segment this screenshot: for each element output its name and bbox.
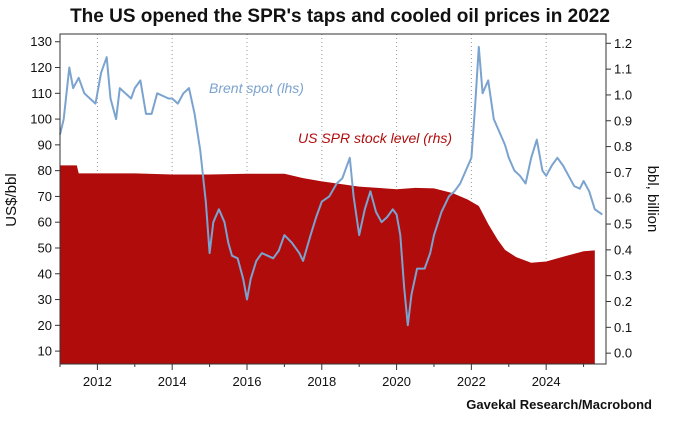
y-left-tick-label-40: 40: [38, 266, 52, 281]
y-right-tick-label-4: 0.4: [614, 242, 632, 257]
spr-annotation: US SPR stock level (rhs): [298, 130, 452, 146]
y-axis-right: 0.0 0.1 0.2 0.3 0.4 0.5 0.6 0.7 0.8 0.9 1.0 1.1 1.2: [606, 36, 632, 361]
y-right-tick-label-6: 0.6: [614, 191, 632, 206]
y-right-tick-label-1: 0.1: [614, 320, 632, 335]
y-left-tick-label-100: 100: [30, 112, 52, 127]
y-left-tick-label-110: 110: [31, 86, 52, 101]
x-tick-label-2016: 2016: [233, 374, 262, 389]
y-left-tick-label-70: 70: [38, 189, 52, 204]
spr-series: [60, 165, 595, 364]
brent-line: [59, 45, 603, 327]
y-left-tick-label-10: 10: [38, 344, 52, 359]
y-left-tick-label-20: 20: [38, 318, 52, 333]
y-right-tick-label-0: 0.0: [614, 346, 632, 361]
brent-annotation: Brent spot (lhs): [209, 80, 304, 96]
y-axis-left-label: US$/bbl: [3, 173, 20, 226]
y-right-tick-label-8: 0.8: [614, 139, 632, 154]
x-axis: 2012 2014 2016 2018 2020 2022 2024: [59, 364, 585, 389]
y-right-tick-label-9: 0.9: [614, 113, 632, 128]
x-tick-label-2024: 2024: [532, 374, 561, 389]
y-axis-right-label: bbl, billion: [644, 166, 661, 233]
x-tick-label-2022: 2022: [457, 374, 486, 389]
y-right-tick-label-12: 1.2: [614, 36, 632, 51]
y-right-tick-label-7: 0.7: [614, 165, 632, 180]
y-right-tick-label-10: 1.0: [614, 87, 632, 102]
y-right-tick-label-3: 0.3: [614, 268, 632, 283]
y-right-tick-label-11: 1.1: [614, 62, 632, 77]
y-left-tick-label-90: 90: [38, 137, 52, 152]
y-left-tick-label-60: 60: [38, 215, 52, 230]
brent-series: [59, 45, 603, 327]
y-left-tick-label-30: 30: [38, 292, 52, 307]
chart-title: The US opened the SPR's taps and cooled …: [70, 6, 610, 27]
y-right-tick-label-5: 0.5: [614, 217, 632, 232]
y-left-tick-label-130: 130: [30, 34, 52, 49]
plot-frame: [59, 33, 607, 365]
x-tick-label-2014: 2014: [158, 374, 187, 389]
x-tick-label-2018: 2018: [307, 374, 336, 389]
y-left-tick-label-50: 50: [38, 240, 52, 255]
y-axis-left: 10 20 30 40 50 60 70 80 90 100 110 120 130: [30, 34, 60, 359]
y-left-tick-label-80: 80: [38, 163, 52, 178]
x-tick-label-2012: 2012: [83, 374, 112, 389]
y-left-tick-label-120: 120: [30, 60, 52, 75]
source-credit: Gavekal Research/Macrobond: [466, 397, 652, 412]
y-right-tick-label-2: 0.2: [614, 294, 632, 309]
spr-area: [60, 165, 595, 364]
x-tick-label-2020: 2020: [382, 374, 411, 389]
